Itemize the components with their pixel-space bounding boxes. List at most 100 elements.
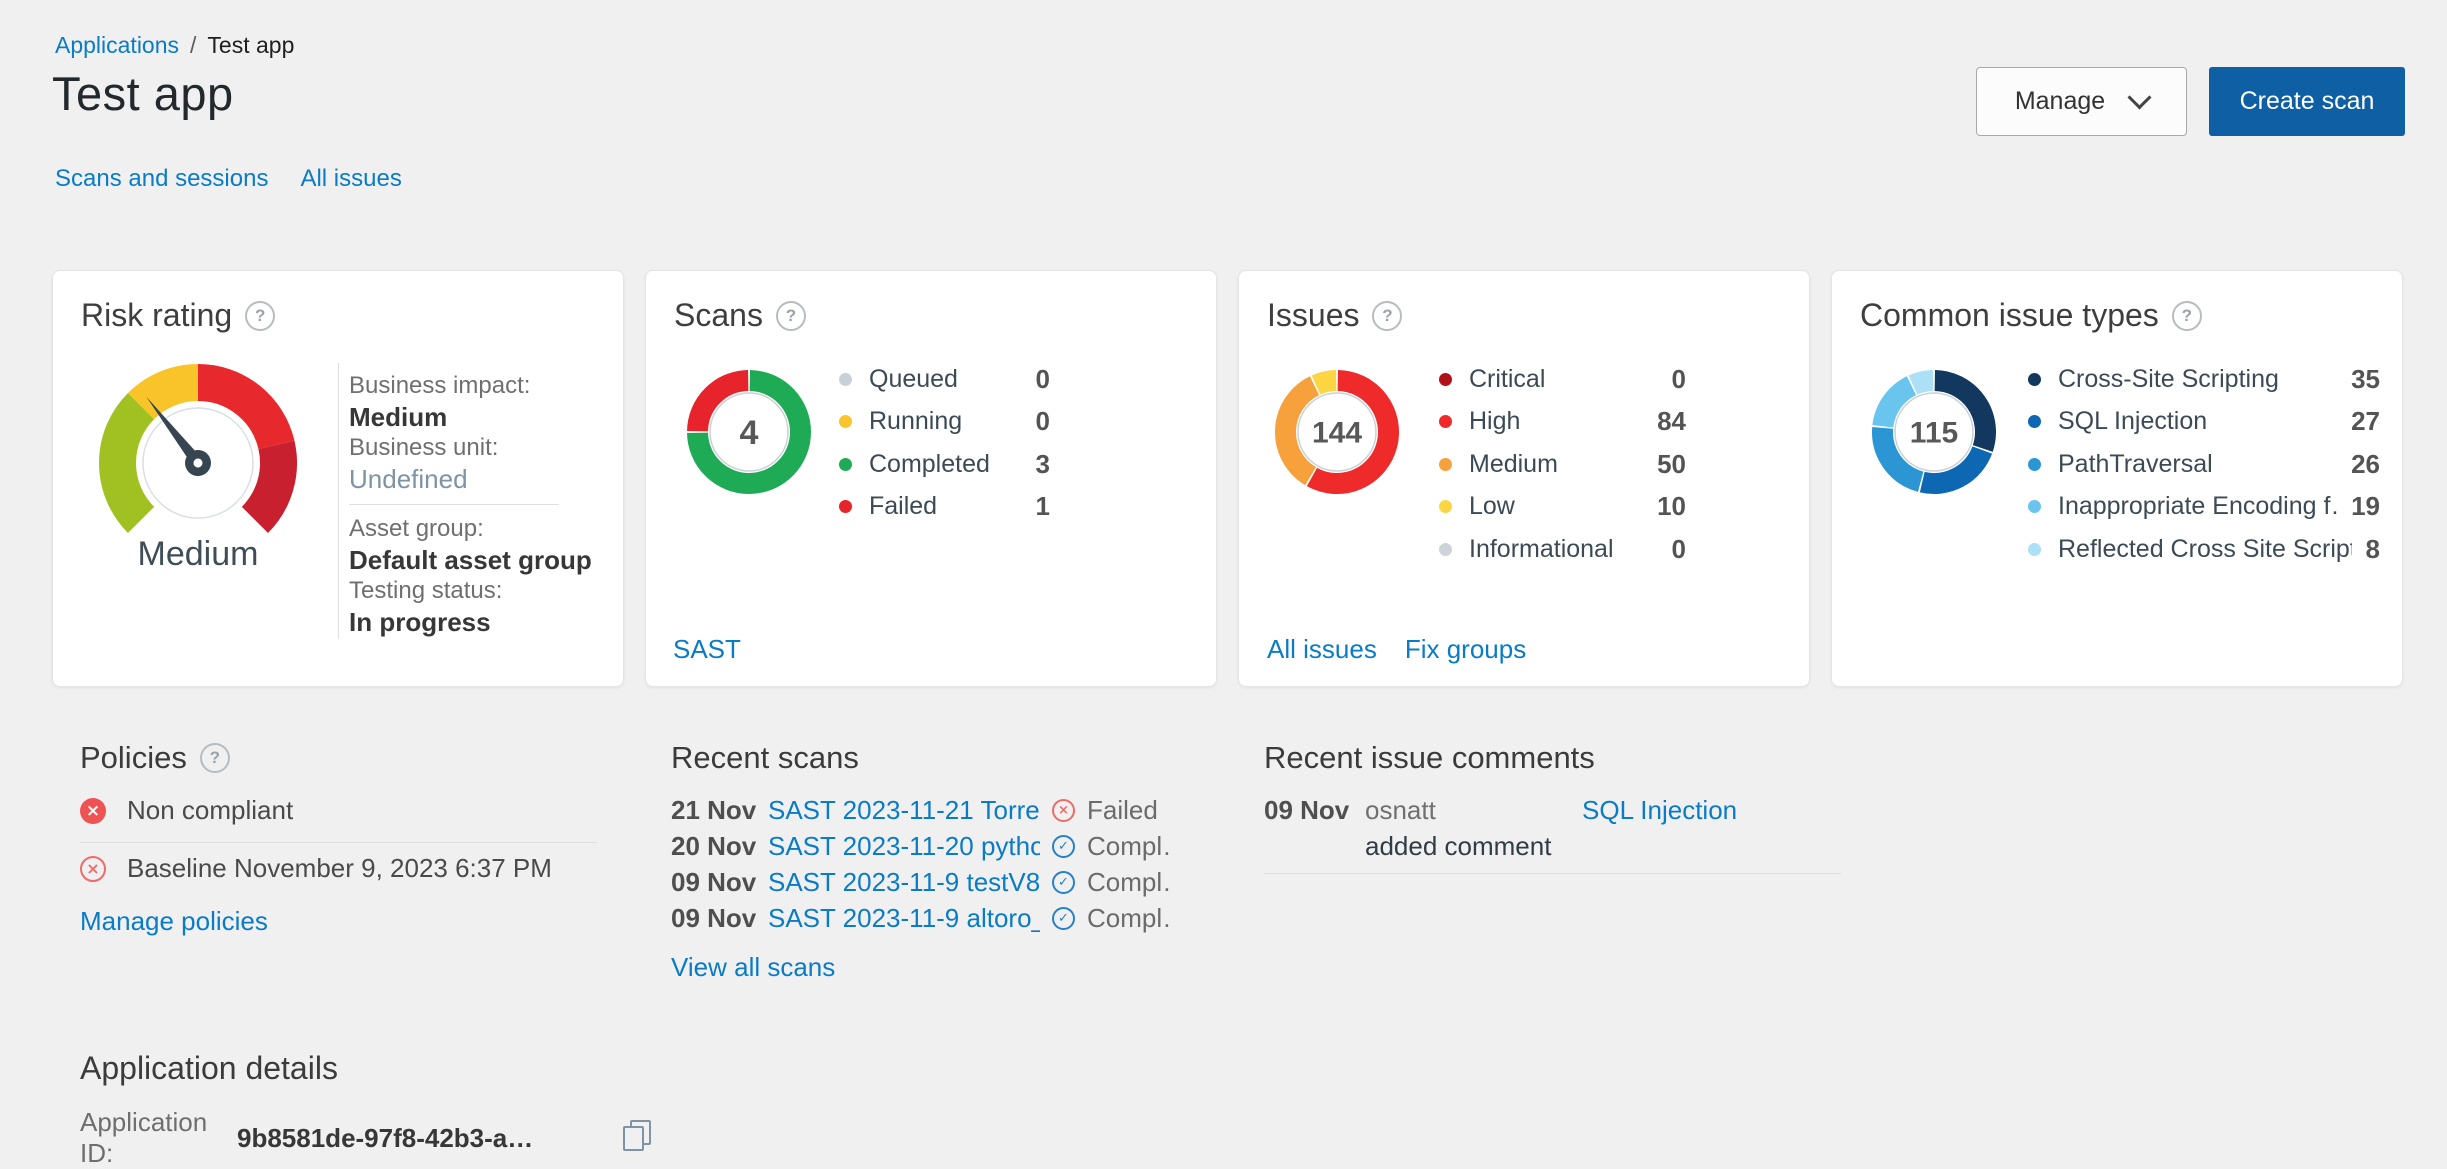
completed-status-icon: ✓	[1052, 834, 1075, 858]
comment-issue-link[interactable]: SQL Injection	[1582, 795, 1738, 825]
legend-label: Critical	[1469, 364, 1546, 393]
common-issue-types-donut-chart: 115	[1868, 366, 2000, 503]
legend-value: 84	[1657, 406, 1686, 437]
comment-action: added comment	[1365, 831, 1552, 861]
legend-item: Running 0	[839, 401, 1050, 444]
create-scan-button-label: Create scan	[2239, 87, 2375, 115]
risk-rating-title: Risk rating	[81, 297, 233, 333]
help-icon[interactable]: ?	[775, 300, 806, 331]
risk-gauge-label: Medium	[137, 535, 259, 573]
nav-all-issues-link[interactable]: All issues	[300, 165, 402, 192]
legend-value: 26	[2351, 448, 2380, 479]
legend-label: Completed	[869, 449, 990, 478]
manage-button[interactable]: Manage	[1976, 67, 2187, 136]
copy-icon[interactable]	[623, 1119, 652, 1151]
comment-row: 09 Nov osnatt SQL Injection	[1264, 795, 1841, 825]
legend-value: 8	[2365, 533, 2380, 564]
legend-dot-icon	[1439, 500, 1452, 514]
legend-value: 35	[2351, 363, 2380, 394]
scans-card-header: Scans ?	[674, 297, 806, 334]
legend-value: 10	[1657, 491, 1686, 522]
risk-rating-card-header: Risk rating ?	[81, 297, 276, 334]
baseline-failed-icon: ×	[80, 855, 106, 882]
divider	[80, 842, 597, 843]
asset-group-value: Default asset group	[349, 545, 592, 575]
svg-text:4: 4	[740, 414, 759, 452]
legend-dot-icon	[1439, 542, 1452, 556]
legend-value: 19	[2351, 491, 2380, 522]
recent-scans-title: Recent scans	[671, 740, 859, 775]
policy-status-row: × Non compliant	[80, 795, 597, 826]
help-icon[interactable]: ?	[199, 743, 230, 773]
scan-status: Compl…	[1087, 902, 1171, 933]
scan-status: Compl…	[1087, 866, 1171, 897]
page-title: Test app	[52, 67, 234, 120]
legend-label: Cross-Site Scripting	[2058, 364, 2279, 393]
risk-gauge	[83, 357, 313, 569]
scan-name-link[interactable]: SAST 2023-11-20 pytho…	[768, 830, 1040, 861]
legend-dot-icon	[1439, 415, 1452, 429]
recent-issue-comments-title: Recent issue comments	[1264, 740, 1595, 775]
legend-item: SQL Injection 27	[2028, 401, 2380, 444]
legend-item: Critical 0	[1439, 358, 1686, 401]
application-details-header: Application details	[80, 1049, 680, 1086]
common-issue-types-card-header: Common issue types ?	[1860, 297, 2202, 334]
sast-link[interactable]: SAST	[673, 634, 741, 664]
recent-scans-section: Recent scans 21 Nov SAST 2023-11-21 Torr…	[671, 740, 1171, 983]
scan-name-link[interactable]: SAST 2023-11-21 Torre…	[768, 794, 1040, 825]
business-unit-label: Business unit:	[349, 434, 499, 461]
scans-card-links: SAST	[673, 634, 741, 665]
legend-label: Queued	[869, 364, 958, 393]
scans-legend: Queued 0 Running 0 Completed 3 Failed 1	[839, 358, 1050, 528]
legend-item: Informational 0	[1439, 528, 1686, 571]
help-icon[interactable]: ?	[2171, 300, 2202, 331]
help-icon[interactable]: ?	[245, 300, 276, 331]
legend-dot-icon	[2028, 457, 2041, 471]
legend-dot-icon	[2028, 372, 2041, 386]
legend-dot-icon	[839, 457, 852, 471]
svg-text:115: 115	[1910, 417, 1958, 450]
failed-status-icon: ×	[1052, 798, 1075, 822]
top-nav: Scans and sessions All issues	[55, 165, 402, 193]
risk-rating-card: Risk rating ? Medium Business impact: Me…	[52, 270, 624, 687]
help-icon[interactable]: ?	[1372, 300, 1403, 331]
legend-item: Queued 0	[839, 358, 1050, 401]
view-all-scans-link[interactable]: View all scans	[671, 952, 836, 982]
legend-label: Medium	[1469, 449, 1558, 478]
scan-name-link[interactable]: SAST 2023-11-9 testV8.…	[768, 866, 1040, 897]
risk-details: Business impact: Medium Business unit: U…	[349, 371, 601, 638]
legend-value: 1	[1035, 491, 1050, 522]
application-id-label: Application ID:	[80, 1107, 208, 1168]
table-row: 09 Nov SAST 2023-11-9 testV8.… ✓ Compl…	[671, 864, 1171, 900]
business-impact-value: Medium	[349, 402, 448, 432]
business-unit-value: Undefined	[349, 464, 468, 494]
scan-date: 09 Nov	[671, 866, 757, 897]
legend-label: Low	[1469, 492, 1515, 521]
application-details-title: Application details	[80, 1049, 338, 1086]
nav-scans-and-sessions-link[interactable]: Scans and sessions	[55, 165, 269, 192]
issues-donut-chart: 144	[1271, 366, 1403, 503]
breadcrumb-applications-link[interactable]: Applications	[55, 32, 180, 58]
issues-card: Issues ? 144 Critical 0 High 84 Medium 50 Low 1…	[1238, 270, 1810, 687]
scan-name-link[interactable]: SAST 2023-11-9 altoro_f…	[768, 902, 1040, 933]
policy-baseline-row: × Baseline November 9, 2023 6:37 PM	[80, 853, 597, 884]
breadcrumb-current: Test app	[207, 32, 295, 58]
legend-dot-icon	[839, 500, 852, 514]
view-all-scans-row: View all scans	[671, 952, 1171, 983]
recent-issue-comments-header: Recent issue comments	[1264, 740, 1841, 775]
manage-policies-link[interactable]: Manage policies	[80, 906, 268, 936]
testing-status-value: In progress	[349, 607, 491, 637]
scan-date: 20 Nov	[671, 830, 757, 861]
legend-label: Running	[869, 407, 963, 436]
legend-value: 0	[1035, 406, 1050, 437]
scans-donut-chart: 4	[683, 366, 815, 503]
legend-label: Reflected Cross Site Scripti…	[2058, 534, 2352, 563]
scan-date: 09 Nov	[671, 902, 757, 933]
create-scan-button[interactable]: Create scan	[2209, 67, 2405, 136]
all-issues-link[interactable]: All issues	[1267, 634, 1377, 664]
fix-groups-link[interactable]: Fix groups	[1404, 634, 1527, 664]
policies-section: Policies ? × Non compliant × Baseline No…	[80, 740, 597, 937]
legend-label: Inappropriate Encoding f…	[2058, 492, 2338, 521]
comment-user: osnatt	[1365, 795, 1436, 825]
common-issue-types-title: Common issue types	[1860, 297, 2159, 333]
